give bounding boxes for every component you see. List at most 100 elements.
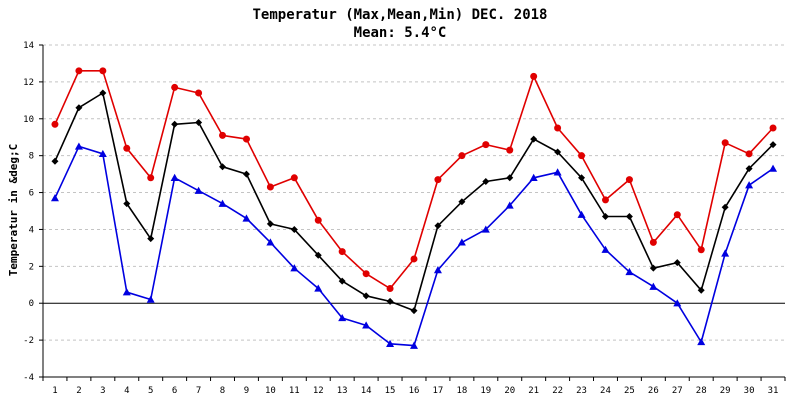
x-tick-label-31: 31 [768,386,779,396]
diamond-point-3 [99,89,107,97]
circle-point-3 [99,67,107,75]
circle-point-25 [625,176,633,184]
diamond-point-21 [530,135,538,143]
circle-point-11 [290,174,298,182]
x-tick-label-8: 8 [220,386,225,396]
triangle-point-25 [625,267,634,276]
diamond-point-24 [601,213,609,221]
x-tick-label-21: 21 [528,386,539,396]
circle-point-27 [673,211,681,219]
diamond-point-4 [123,200,131,208]
diamond-point-28 [697,286,705,294]
x-tick-label-28: 28 [696,386,707,396]
triangle-point-13 [338,313,347,322]
y-axis-label: Temperatur in &deg;C [7,144,20,276]
diamond-point-8 [219,163,227,171]
y-tick-label-9: 14 [23,41,34,51]
triangle-point-30 [745,181,754,189]
x-tick-label-19: 19 [480,386,491,396]
circle-point-17 [434,176,442,184]
x-tick-label-25: 25 [624,386,635,396]
circle-point-19 [482,141,490,149]
circle-point-8 [219,131,227,139]
chart-title: Temperatur (Max,Mean,Min) DEC. 2018 [252,7,547,23]
circle-point-13 [338,248,346,256]
diamond-point-12 [314,251,322,259]
gridlines [43,44,785,341]
circle-point-20 [506,146,514,154]
x-tick-label-7: 7 [196,386,201,396]
triangle-point-10 [266,238,275,246]
x-tick-label-29: 29 [720,386,731,396]
circle-point-18 [458,152,466,160]
x-tick-label-22: 22 [552,386,563,396]
triangle-point-27 [673,299,682,307]
triangle-point-16 [410,341,418,349]
x-tick-label-20: 20 [504,386,515,396]
circle-point-16 [410,255,418,263]
circle-point-7 [195,89,203,97]
y-tick-label-8: 12 [23,78,34,88]
diamond-point-31 [769,141,777,149]
triangle-point-14 [362,321,371,329]
x-tick-label-18: 18 [456,386,467,396]
triangle-point-22 [553,168,562,176]
y-tick-label-1: -2 [23,336,34,346]
circle-point-1 [51,120,59,128]
diamond-point-19 [482,177,490,185]
x-tick-label-24: 24 [600,386,611,396]
triangle-point-11 [290,264,299,272]
series-line-triangle [54,145,774,347]
triangle-point-29 [721,249,730,257]
circle-point-23 [578,152,586,160]
y-tick-label-4: 4 [29,225,34,235]
diamond-point-13 [338,277,346,285]
x-tick-label-2: 2 [76,386,81,396]
y-tick-label-3: 2 [29,262,34,272]
x-tick-label-11: 11 [289,386,300,396]
circle-point-26 [649,238,657,246]
y-tick-label-6: 8 [29,152,34,162]
diamond-point-25 [625,213,633,221]
circle-point-24 [601,196,609,204]
circle-point-14 [362,270,370,278]
diamond-point-26 [649,264,657,272]
circle-point-12 [314,216,322,224]
diamond-point-30 [745,165,753,173]
diamond-point-27 [673,259,681,267]
x-tick-label-27: 27 [672,386,683,396]
y-tick-label-7: 10 [23,115,34,125]
x-tick-label-23: 23 [576,386,587,396]
triangle-point-21 [529,173,538,181]
x-tick-label-12: 12 [313,386,324,396]
triangle-point-1 [50,194,59,202]
x-tick-label-16: 16 [409,386,420,396]
triangle-point-17 [433,266,442,274]
x-tick-label-10: 10 [265,386,276,396]
x-tick-label-3: 3 [100,386,105,396]
triangle-point-20 [505,201,514,209]
diamond-point-11 [290,225,298,233]
diamond-point-10 [266,220,274,228]
triangle-point-18 [457,238,466,246]
x-tick-label-4: 4 [124,386,129,396]
circle-point-21 [530,72,538,80]
diamond-point-5 [147,235,155,243]
circle-point-30 [745,150,753,158]
circle-point-29 [721,139,729,147]
triangle-point-5 [146,295,155,303]
triangle-point-19 [481,225,490,233]
triangle-point-31 [769,164,778,172]
diamond-point-23 [578,174,586,182]
triangle-point-26 [649,282,658,290]
x-tick-label-6: 6 [172,386,177,396]
diamond-point-2 [75,104,83,112]
circle-point-15 [386,284,394,292]
circle-point-2 [75,67,83,75]
x-tick-label-14: 14 [361,386,372,396]
series-lines [50,67,778,349]
x-tick-label-17: 17 [433,386,444,396]
triangle-point-15 [386,339,395,347]
